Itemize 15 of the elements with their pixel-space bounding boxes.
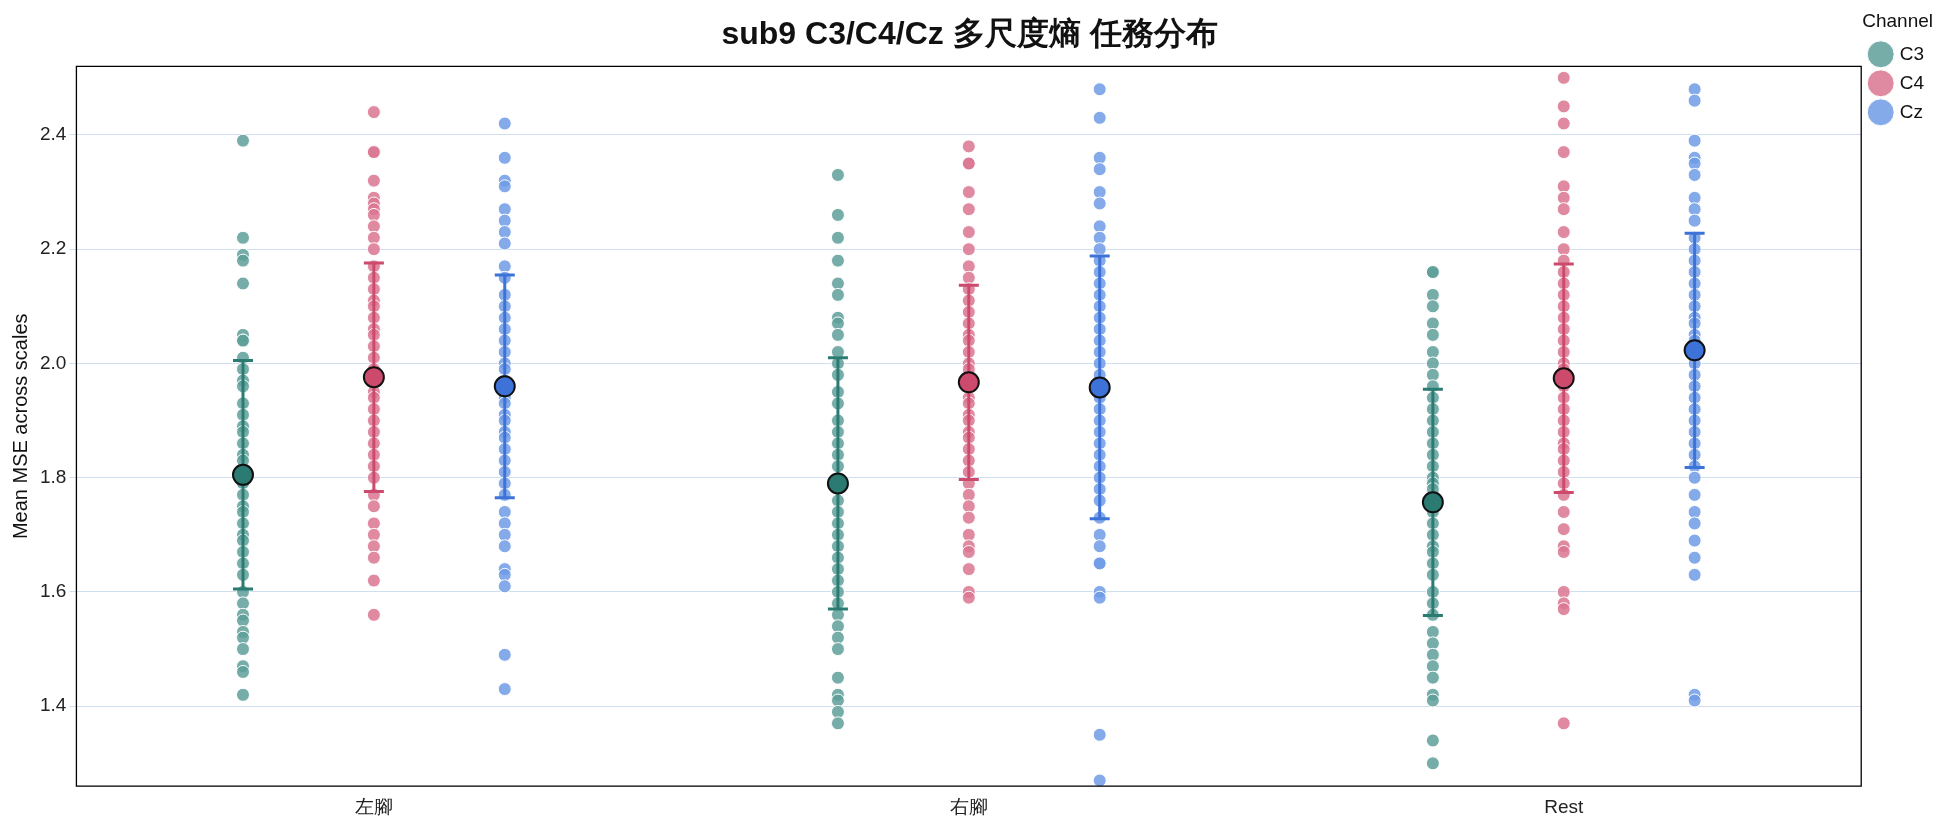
y-tick-label: 1.6 xyxy=(39,580,67,602)
x-tick-label: 左腳 xyxy=(354,795,393,817)
x-tick-label: 右腳 xyxy=(949,795,988,817)
y-tick-label: 2.2 xyxy=(39,237,67,259)
legend-label: Cz xyxy=(1899,100,1923,122)
x-tick-label: Rest xyxy=(1544,795,1584,817)
y-tick-label: 2.4 xyxy=(39,123,67,145)
y-tick-label: 1.8 xyxy=(39,465,67,487)
legend-label: C3 xyxy=(1899,42,1925,64)
y-tick-label: 1.4 xyxy=(39,694,67,716)
y-tick-label: 2.0 xyxy=(39,351,67,373)
chart-title: sub9 C3/C4/Cz 多尺度熵 任務分布 xyxy=(721,15,1218,52)
legend-label: C4 xyxy=(1899,71,1925,93)
legend-title: Channel xyxy=(1862,9,1933,31)
y-axis-title: Mean MSE across scales xyxy=(8,313,31,540)
